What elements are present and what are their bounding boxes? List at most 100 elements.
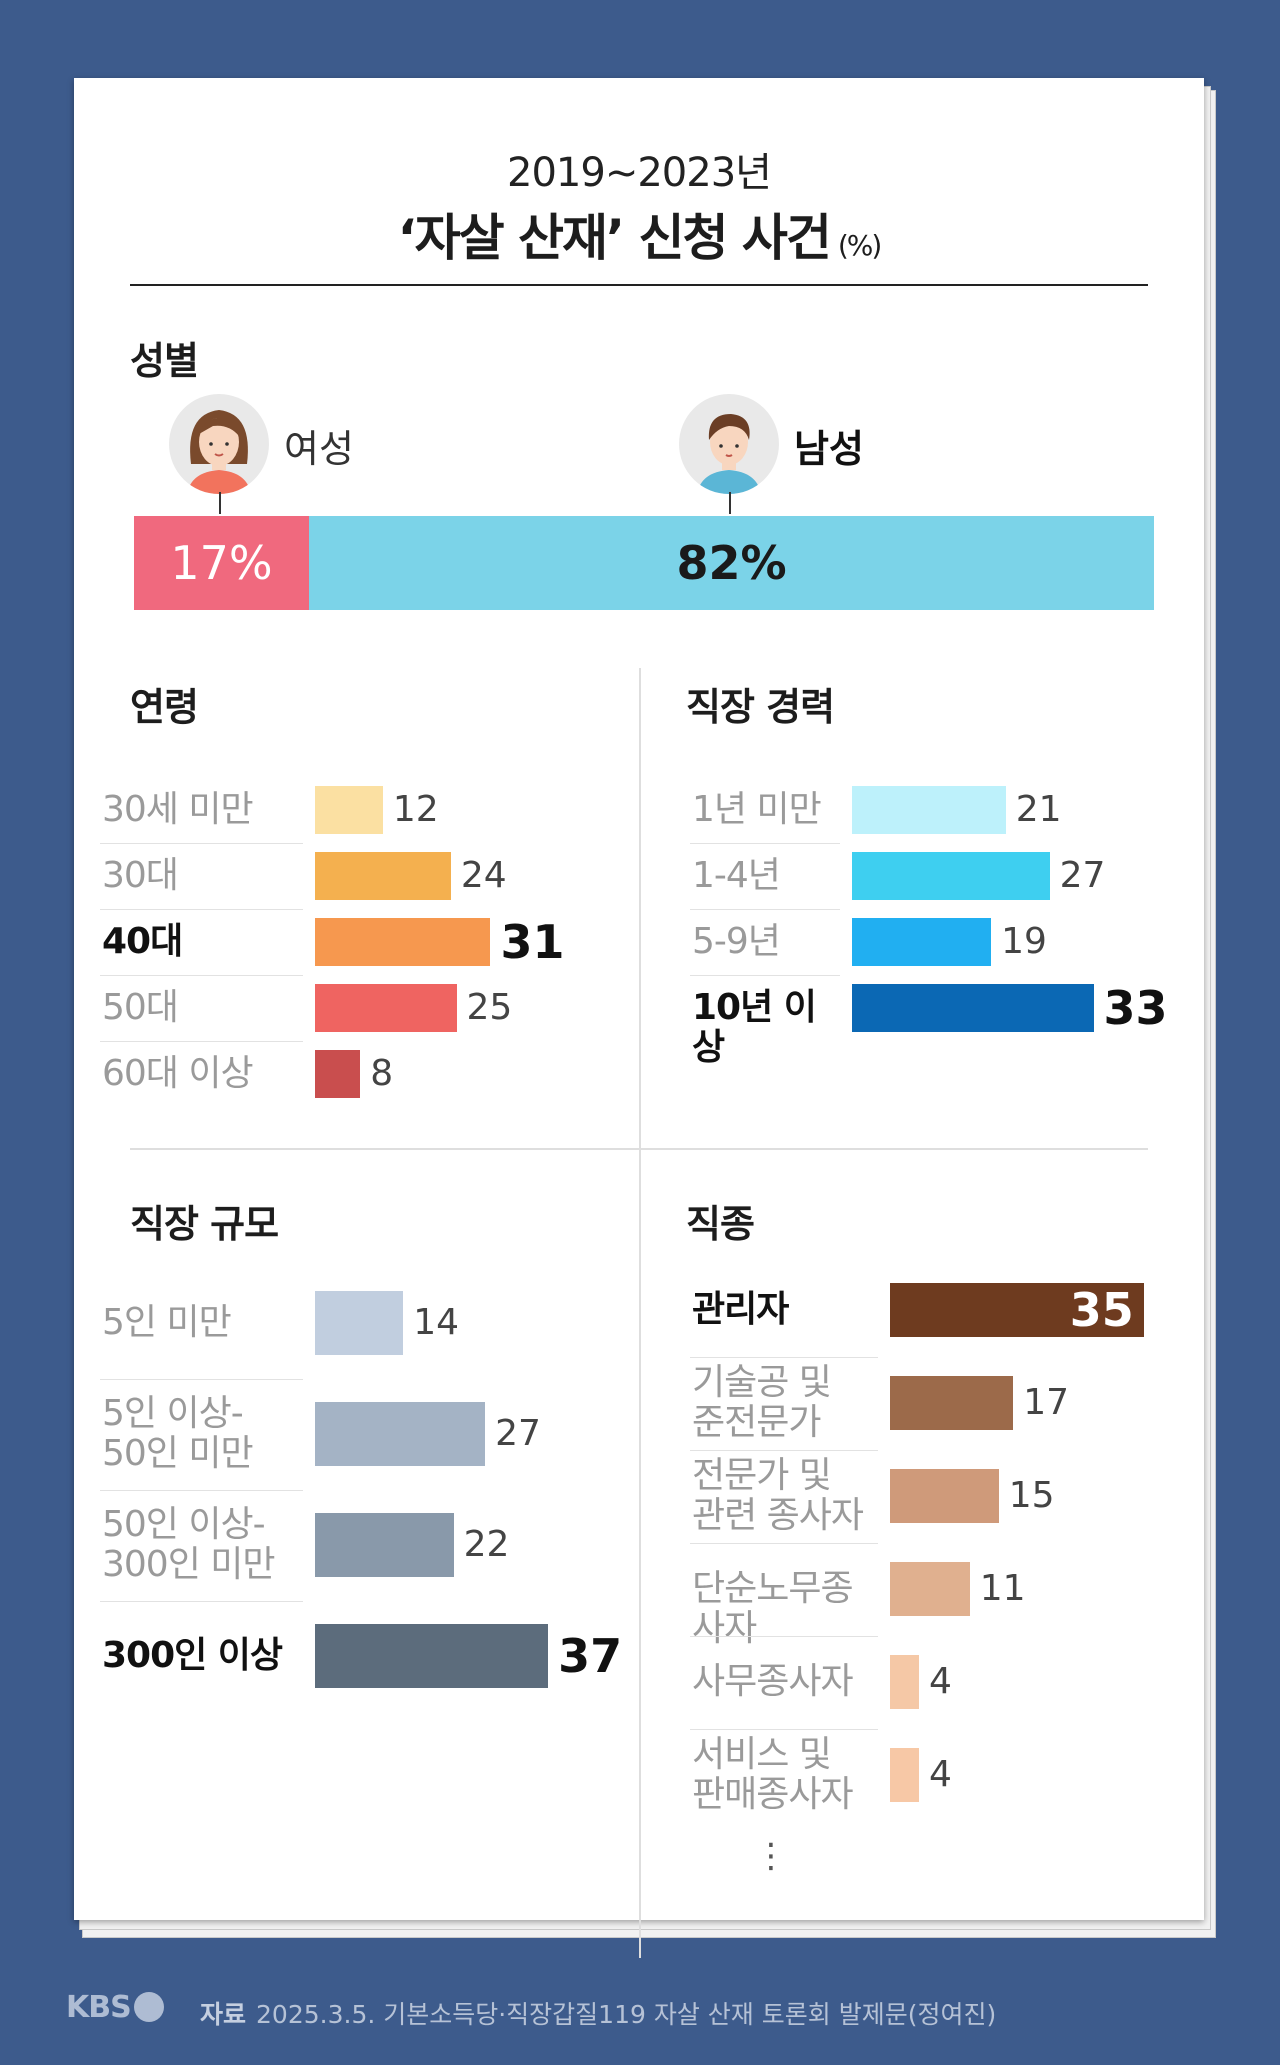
category-label: 40대 <box>102 921 183 962</box>
bar-value: 4 <box>929 1754 952 1795</box>
row-separator <box>100 1041 303 1042</box>
row-separator <box>100 909 303 910</box>
bar-value: 12 <box>392 789 439 830</box>
kbs-logo-text: KBS <box>66 1990 132 2025</box>
category-label: 1년 미만 <box>692 789 822 830</box>
female-pointer <box>219 492 221 514</box>
bar-value: 22 <box>463 1524 510 1565</box>
age-section-title: 연령 <box>130 685 199 729</box>
row-separator <box>690 1728 878 1730</box>
category-label: 기술공 및 준전문가 <box>692 1362 832 1443</box>
male-pointer <box>729 492 731 514</box>
bar-value: 19 <box>1001 921 1047 962</box>
bar-value: 17 <box>1023 1382 1070 1423</box>
row-separator <box>690 1542 878 1544</box>
bar-value: 11 <box>979 1568 1026 1609</box>
period-subtitle: 2019~2023년 <box>507 150 772 196</box>
unit-label: (%) <box>837 229 882 262</box>
row-separator <box>690 1635 878 1637</box>
bar <box>890 1376 1014 1430</box>
category-label: 5인 이상- 50인 미만 <box>102 1393 254 1474</box>
kbs-globe-icon <box>133 1992 164 2022</box>
row-separator <box>690 909 840 910</box>
category-label: 50대 <box>102 987 179 1028</box>
bar <box>890 1562 970 1616</box>
category-label: 사무종사자 <box>692 1661 854 1702</box>
bar <box>852 984 1094 1032</box>
bar <box>890 1283 1144 1337</box>
bar <box>315 852 451 900</box>
row-separator <box>100 975 303 976</box>
category-label: 전문가 및 관련 종사자 <box>692 1455 864 1536</box>
female-label: 여성 <box>284 427 354 471</box>
category-label: 300인 이상 <box>102 1635 283 1676</box>
bar <box>852 852 1050 900</box>
row-separator <box>690 1449 878 1451</box>
bar-value: 8 <box>370 1053 394 1094</box>
bar-value: 33 <box>1103 981 1168 1035</box>
bar-value: 27 <box>495 1413 541 1454</box>
bar-value: 37 <box>558 1629 623 1683</box>
bar <box>315 984 457 1032</box>
gender-section-title: 성별 <box>130 339 199 383</box>
bar <box>315 1513 454 1577</box>
vertical-divider <box>639 668 641 1958</box>
gender-bar-male: 82% <box>309 516 1154 610</box>
category-label: 서비스 및 판매종사자 <box>692 1734 854 1815</box>
bar <box>315 786 383 834</box>
bar-value: 31 <box>500 915 565 969</box>
kbs-logo: KBS <box>66 1990 164 2025</box>
category-label: 50인 이상- 300인 미만 <box>102 1504 276 1585</box>
bar <box>315 1291 404 1355</box>
tenure-section-title: 직장 경력 <box>686 685 835 729</box>
gender-value-male: 82% <box>676 536 787 590</box>
bar <box>315 918 491 966</box>
infographic-card: 2019~2023년 ‘자살 산재’ 신청 사건 (%) 성별 여성 남성 17% <box>74 78 1204 1958</box>
category-label: 5-9년 <box>692 921 781 962</box>
bar <box>890 1655 919 1709</box>
horizontal-divider <box>130 1148 1148 1150</box>
bar <box>890 1748 919 1802</box>
size-section-title: 직장 규모 <box>130 1202 279 1246</box>
bar-value: 35 <box>1069 1283 1134 1337</box>
bar-value: 4 <box>929 1661 952 1702</box>
bar-value: 14 <box>413 1302 459 1343</box>
bar-value: 25 <box>466 987 513 1028</box>
row-separator <box>690 1356 878 1358</box>
category-label: 10년 이상 <box>692 987 817 1068</box>
category-label: 5인 미만 <box>102 1302 232 1343</box>
category-label: 관리자 <box>692 1289 789 1330</box>
more-items-ellipsis: ⋮ <box>754 1836 788 1876</box>
category-label: 30세 미만 <box>102 789 254 830</box>
gender-bar-female: 17% <box>134 516 309 610</box>
source-text: 2025.3.5. 기본소득당·직장갑질119 자살 산재 토론회 발제문(정여… <box>256 2000 997 2029</box>
bar <box>890 1469 999 1523</box>
bar-value: 21 <box>1015 789 1062 830</box>
title-divider <box>130 284 1148 286</box>
row-separator <box>100 1378 303 1380</box>
row-separator <box>690 843 840 844</box>
row-separator <box>690 975 840 976</box>
male-avatar-icon <box>679 394 779 494</box>
bar-value: 27 <box>1059 855 1106 896</box>
gender-value-female: 17% <box>170 536 273 590</box>
bar <box>315 1050 361 1098</box>
occupation-section-title: 직종 <box>686 1202 755 1246</box>
bar <box>852 918 992 966</box>
male-label: 남성 <box>794 427 864 471</box>
category-label: 1-4년 <box>692 855 781 896</box>
bar <box>315 1402 486 1466</box>
category-label: 단순노무종사자 <box>692 1568 854 1649</box>
title-text: ‘자살 산재’ 신청 사건 <box>397 209 832 267</box>
female-avatar-icon <box>169 394 269 494</box>
bar <box>315 1624 549 1688</box>
bar-value: 24 <box>460 855 507 896</box>
source-note: 자료 2025.3.5. 기본소득당·직장갑질119 자살 산재 토론회 발제문(… <box>200 1995 996 2031</box>
row-separator <box>100 843 303 844</box>
bar-value: 15 <box>1008 1475 1055 1516</box>
page-title: ‘자살 산재’ 신청 사건 (%) <box>74 198 1204 270</box>
row-separator <box>100 1600 303 1602</box>
category-label: 60대 이상 <box>102 1053 254 1094</box>
source-label: 자료 <box>200 2000 247 2029</box>
row-separator <box>100 1489 303 1491</box>
